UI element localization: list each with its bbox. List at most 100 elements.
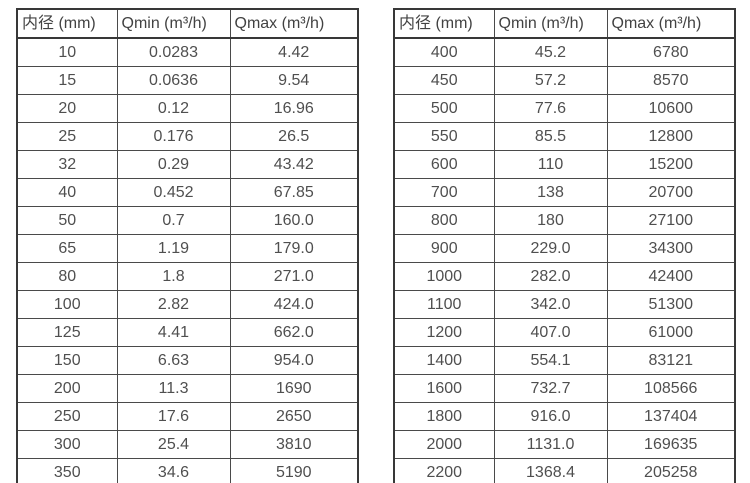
qmax-cell: 16.96 <box>229 94 359 123</box>
diameter-cell: 1600 <box>393 374 495 403</box>
qmax-cell: 61000 <box>606 318 736 347</box>
table-row: 400 45.2 6780 <box>393 37 736 67</box>
diameter-cell: 200 <box>16 374 118 403</box>
qmin-cell: 407.0 <box>493 318 608 347</box>
table-row: 600 110 15200 <box>393 150 736 179</box>
table-row: 40 0.452 67.85 <box>16 178 359 207</box>
qmin-cell: 0.7 <box>116 206 231 235</box>
table-row: 125 4.41 662.0 <box>16 318 359 347</box>
diameter-cell: 15 <box>16 66 118 95</box>
table-row: 550 85.5 12800 <box>393 122 736 151</box>
qmax-cell: 51300 <box>606 290 736 319</box>
table-row: 450 57.2 8570 <box>393 66 736 95</box>
qmax-cell: 3810 <box>229 430 359 459</box>
diameter-cell: 450 <box>393 66 495 95</box>
diameter-cell: 600 <box>393 150 495 179</box>
diameter-cell: 400 <box>393 37 495 67</box>
table-row: 700 138 20700 <box>393 178 736 207</box>
table-row: 350 34.6 5190 <box>16 458 359 483</box>
diameter-cell: 700 <box>393 178 495 207</box>
qmax-cell: 15200 <box>606 150 736 179</box>
diameter-cell: 500 <box>393 94 495 123</box>
qmax-cell: 169635 <box>606 430 736 459</box>
column-header-diameter: 内径 (mm) <box>16 8 118 39</box>
qmax-cell: 12800 <box>606 122 736 151</box>
qmin-cell: 282.0 <box>493 262 608 291</box>
table-row: 1800 916.0 137404 <box>393 402 736 431</box>
qmax-cell: 5190 <box>229 458 359 483</box>
diameter-cell: 50 <box>16 206 118 235</box>
qmin-cell: 0.452 <box>116 178 231 207</box>
flow-rate-table-large-diameters: 内径 (mm) Qmin (m³/h) Qmax (m³/h) 400 45.2 6… <box>393 8 736 483</box>
qmax-cell: 8570 <box>606 66 736 95</box>
table-header-row: 内径 (mm) Qmin (m³/h) Qmax (m³/h) <box>393 8 736 39</box>
diameter-cell: 900 <box>393 234 495 263</box>
qmin-cell: 1.8 <box>116 262 231 291</box>
qmax-cell: 662.0 <box>229 318 359 347</box>
diameter-cell: 10 <box>16 37 118 67</box>
qmin-cell: 17.6 <box>116 402 231 431</box>
qmax-cell: 42400 <box>606 262 736 291</box>
qmax-cell: 205258 <box>606 458 736 483</box>
diameter-cell: 150 <box>16 346 118 375</box>
table-row: 1600 732.7 108566 <box>393 374 736 403</box>
diameter-cell: 65 <box>16 234 118 263</box>
qmax-cell: 108566 <box>606 374 736 403</box>
qmax-cell: 43.42 <box>229 150 359 179</box>
diameter-cell: 80 <box>16 262 118 291</box>
table-row: 2000 1131.0 169635 <box>393 430 736 459</box>
table-row: 200 11.3 1690 <box>16 374 359 403</box>
diameter-cell: 550 <box>393 122 495 151</box>
table-row: 50 0.7 160.0 <box>16 206 359 235</box>
flow-rate-table-small-diameters: 内径 (mm) Qmin (m³/h) Qmax (m³/h) 10 0.0283… <box>16 8 359 483</box>
qmax-cell: 4.42 <box>229 37 359 67</box>
table-row: 100 2.82 424.0 <box>16 290 359 319</box>
table-row: 10 0.0283 4.42 <box>16 37 359 67</box>
qmax-cell: 424.0 <box>229 290 359 319</box>
qmax-cell: 160.0 <box>229 206 359 235</box>
diameter-cell: 25 <box>16 122 118 151</box>
qmax-cell: 67.85 <box>229 178 359 207</box>
qmin-cell: 110 <box>493 150 608 179</box>
qmin-cell: 11.3 <box>116 374 231 403</box>
column-header-qmin: Qmin (m³/h) <box>493 8 608 39</box>
diameter-cell: 125 <box>16 318 118 347</box>
table-row: 1100 342.0 51300 <box>393 290 736 319</box>
table-row: 800 180 27100 <box>393 206 736 235</box>
table-row: 300 25.4 3810 <box>16 430 359 459</box>
qmin-cell: 25.4 <box>116 430 231 459</box>
qmin-cell: 0.29 <box>116 150 231 179</box>
table-row: 80 1.8 271.0 <box>16 262 359 291</box>
qmin-cell: 34.6 <box>116 458 231 483</box>
qmax-cell: 83121 <box>606 346 736 375</box>
table-row: 25 0.176 26.5 <box>16 122 359 151</box>
diameter-cell: 32 <box>16 150 118 179</box>
qmax-cell: 34300 <box>606 234 736 263</box>
table-row: 15 0.0636 9.54 <box>16 66 359 95</box>
qmin-cell: 554.1 <box>493 346 608 375</box>
table-row: 1000 282.0 42400 <box>393 262 736 291</box>
qmax-cell: 2650 <box>229 402 359 431</box>
qmin-cell: 1368.4 <box>493 458 608 483</box>
qmax-cell: 26.5 <box>229 122 359 151</box>
table-row: 500 77.6 10600 <box>393 94 736 123</box>
qmin-cell: 6.63 <box>116 346 231 375</box>
qmax-cell: 954.0 <box>229 346 359 375</box>
diameter-cell: 350 <box>16 458 118 483</box>
diameter-cell: 1100 <box>393 290 495 319</box>
diameter-cell: 2000 <box>393 430 495 459</box>
qmin-cell: 0.0636 <box>116 66 231 95</box>
qmin-cell: 916.0 <box>493 402 608 431</box>
qmin-cell: 1131.0 <box>493 430 608 459</box>
table-body: 10 0.0283 4.42 15 0.0636 9.54 20 0.12 16.96 25 0.1… <box>16 37 359 483</box>
column-header-qmax: Qmax (m³/h) <box>229 8 359 39</box>
qmax-cell: 271.0 <box>229 262 359 291</box>
qmin-cell: 57.2 <box>493 66 608 95</box>
table-row: 65 1.19 179.0 <box>16 234 359 263</box>
qmax-cell: 137404 <box>606 402 736 431</box>
qmin-cell: 0.12 <box>116 94 231 123</box>
qmin-cell: 138 <box>493 178 608 207</box>
qmax-cell: 9.54 <box>229 66 359 95</box>
qmin-cell: 180 <box>493 206 608 235</box>
